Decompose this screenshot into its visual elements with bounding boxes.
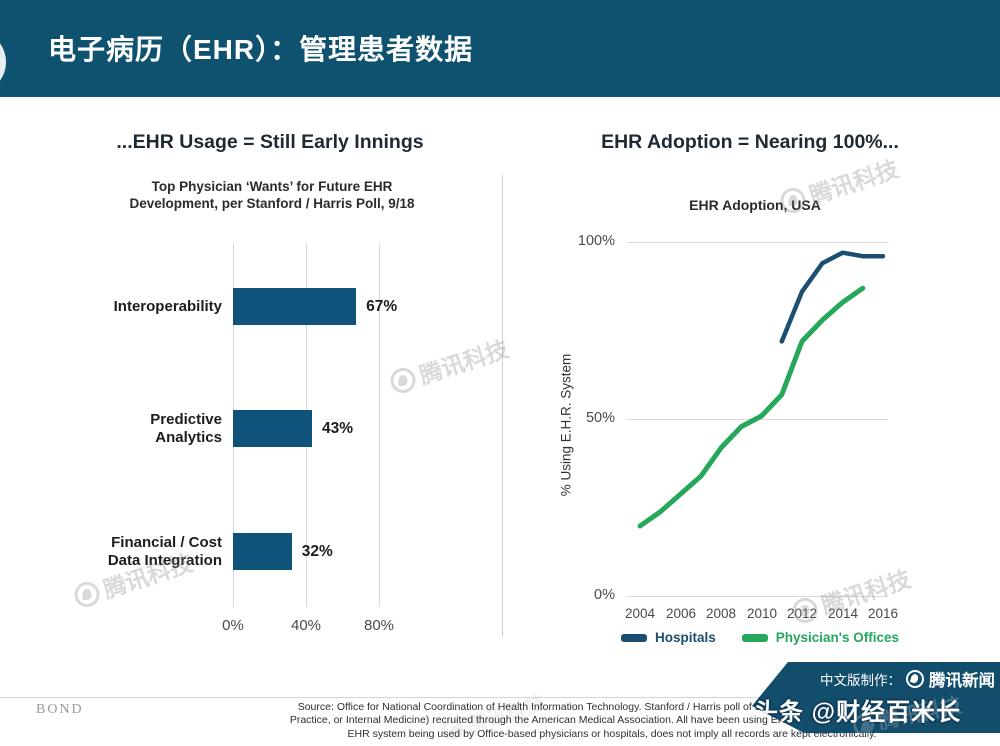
bar-value: 67% [366, 298, 398, 315]
bar-label-line: Data Integration [107, 551, 222, 569]
left-gridline-80pct [379, 243, 380, 607]
watermark-logo-icon [789, 594, 821, 626]
bar-label-line: Analytics [155, 428, 222, 446]
right-chart-title: EHR Adoption = Nearing 100%... [601, 131, 899, 153]
header-bar: 电子病历（EHR）：管理患者数据 [0, 0, 1000, 97]
bar-label-line: Predictive [150, 410, 222, 428]
legend-label: Physician's Offices [775, 630, 900, 645]
legend-swatch [741, 633, 768, 642]
right-x-tick: 2010 [746, 606, 778, 621]
page-title: 电子病历（EHR）：管理患者数据 [48, 34, 474, 65]
right-y-tick: 0% [594, 587, 615, 603]
banner-credit-prefix: 中文版制作： [820, 673, 901, 688]
left-x-tick: 40% [290, 617, 322, 634]
right-y-axis-label: % Using E.H.R. System [558, 353, 574, 497]
bond-logo: BOND [36, 702, 84, 717]
right-x-tick: 2006 [665, 606, 697, 621]
header-arc-decoration [0, 30, 6, 94]
bar-label: Interoperability [36, 288, 222, 325]
right-gridline-0pct [627, 596, 888, 597]
left-x-tick: 0% [222, 617, 244, 634]
hospitals-line [779, 250, 886, 344]
left-chart-subtitle: Top Physician ‘Wants’ for Future EHR Dev… [52, 178, 492, 212]
bar-value: 43% [322, 420, 354, 437]
tencent-tech-watermark: 腾讯科技 [386, 330, 513, 400]
right-x-tick: 2014 [827, 606, 859, 621]
tencent-news-logo-icon [906, 670, 924, 688]
bar-label: Predictive Analytics [36, 410, 222, 447]
watermark-logo-icon [71, 578, 103, 610]
banner-credit-row: 中文版制作： 腾讯新闻 [798, 667, 995, 691]
right-x-tick: 2004 [624, 606, 656, 621]
bar-row-predictive-analytics: Predictive Analytics 43% [0, 410, 500, 447]
watermark-logo-icon [851, 711, 876, 737]
legend-swatch [620, 633, 647, 642]
bar-label-line: Financial / Cost [111, 533, 222, 551]
watermark-logo-icon [387, 364, 419, 396]
right-chart-subtitle: EHR Adoption, USA [689, 197, 821, 213]
bar-fill [233, 410, 312, 447]
left-x-tick: 80% [363, 617, 395, 634]
bar-value: 32% [301, 543, 333, 560]
watermark-text: 腾讯科技 [416, 335, 512, 389]
bar-label: Financial / Cost Data Integration [36, 533, 222, 570]
right-x-tick: 2016 [867, 606, 899, 621]
bar-fill [233, 288, 357, 325]
source-line: EHR system being used by Office-based ph… [347, 727, 877, 740]
physicians-offices-line [637, 285, 866, 529]
bar-row-financial-cost: Financial / Cost Data Integration 32% [0, 533, 500, 570]
chart-legend: Hospitals Physician's Offices [600, 630, 920, 645]
left-chart-subtitle-line1: Top Physician ‘Wants’ for Future EHR [151, 179, 393, 194]
left-chart-title: ...EHR Usage = Still Early Innings [116, 131, 424, 153]
legend-item-physicians-offices: Physician's Offices [741, 630, 900, 645]
bar-fill [233, 533, 292, 570]
bar-row-interoperability: Interoperability 67% [0, 288, 500, 325]
source-line: Practice, or Internal Medicine) recruite… [289, 714, 935, 727]
legend-label: Hospitals [654, 630, 716, 645]
right-y-tick: 50% [585, 410, 615, 426]
right-x-tick: 2008 [705, 606, 737, 621]
bar-label-line: Interoperability [113, 297, 222, 315]
right-y-tick: 100% [577, 233, 615, 249]
legend-item-hospitals: Hospitals [620, 630, 716, 645]
right-gridline-50pct [627, 419, 888, 420]
right-gridline-100pct [627, 242, 888, 243]
left-chart-subtitle-line2: Development, per Stanford / Harris Poll,… [129, 196, 415, 211]
footer-divider-line [0, 697, 1000, 698]
banner-brand-name: 腾讯新闻 [929, 672, 995, 690]
panel-divider-line [502, 175, 503, 637]
